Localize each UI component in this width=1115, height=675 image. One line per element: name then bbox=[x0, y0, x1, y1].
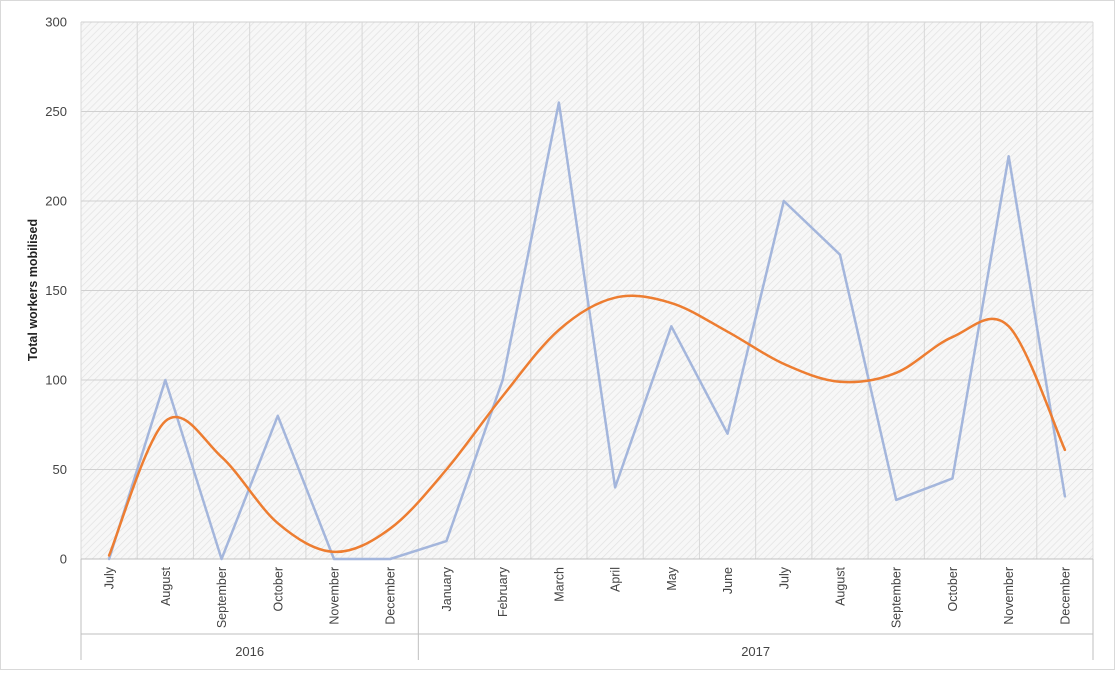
y-tick-label: 300 bbox=[45, 15, 67, 30]
x-tick-label: April bbox=[609, 567, 623, 592]
x-tick-label: November bbox=[1002, 567, 1016, 625]
x-tick-label: December bbox=[1058, 567, 1072, 625]
x-tick-label: February bbox=[496, 566, 510, 617]
x-tick-label: November bbox=[328, 567, 342, 625]
y-tick-label: 100 bbox=[45, 373, 67, 388]
x-tick-label: March bbox=[552, 567, 566, 602]
x-group-label: 2016 bbox=[235, 644, 264, 659]
x-tick-label: July bbox=[777, 566, 791, 589]
x-tick-label: October bbox=[946, 567, 960, 611]
x-tick-label: January bbox=[440, 566, 454, 611]
x-tick-label: May bbox=[665, 566, 679, 590]
x-tick-label: September bbox=[890, 567, 904, 628]
y-tick-label: 250 bbox=[45, 104, 67, 119]
x-tick-label: August bbox=[834, 566, 848, 605]
y-tick-label: 150 bbox=[45, 283, 67, 298]
x-tick-label: December bbox=[384, 567, 398, 625]
x-tick-label: June bbox=[721, 567, 735, 594]
x-group-label: 2017 bbox=[741, 644, 770, 659]
x-tick-label: September bbox=[215, 567, 229, 628]
y-tick-label: 200 bbox=[45, 194, 67, 209]
x-tick-label: August bbox=[159, 566, 173, 605]
x-tick-label: October bbox=[271, 567, 285, 611]
y-axis-label: Total workers mobilised bbox=[26, 219, 40, 361]
y-tick-label: 50 bbox=[53, 462, 67, 477]
y-tick-label: 0 bbox=[60, 552, 67, 567]
x-tick-label: July bbox=[103, 566, 117, 589]
